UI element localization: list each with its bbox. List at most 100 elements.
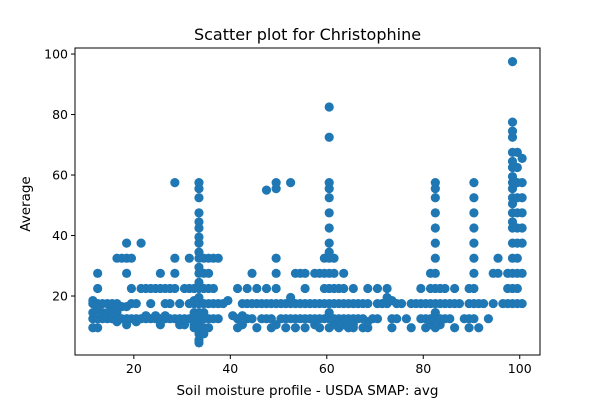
data-point bbox=[469, 178, 479, 188]
data-point bbox=[450, 323, 460, 333]
data-point bbox=[232, 283, 243, 294]
data-point bbox=[194, 193, 204, 203]
data-point bbox=[416, 283, 426, 294]
data-point bbox=[194, 217, 204, 227]
data-point bbox=[175, 298, 185, 309]
data-point bbox=[271, 253, 281, 263]
data-point bbox=[261, 185, 272, 195]
x-axis-label: Soil moisture profile - USDA SMAP: avg bbox=[176, 383, 438, 399]
x-tick-label: 20 bbox=[126, 361, 142, 376]
data-point bbox=[517, 268, 527, 278]
data-point bbox=[252, 323, 262, 333]
data-point bbox=[493, 253, 503, 263]
data-point bbox=[469, 314, 479, 324]
data-point bbox=[401, 314, 411, 324]
data-point bbox=[474, 323, 484, 333]
data-point bbox=[430, 238, 440, 248]
data-point bbox=[339, 283, 349, 294]
data-point bbox=[146, 298, 156, 309]
y-tick-label: 80 bbox=[52, 107, 68, 122]
data-point bbox=[469, 223, 479, 233]
data-point bbox=[122, 238, 132, 248]
x-tick-label: 80 bbox=[415, 361, 431, 376]
data-point bbox=[440, 283, 450, 294]
data-point bbox=[194, 208, 204, 218]
data-point bbox=[271, 268, 281, 278]
data-point bbox=[170, 283, 180, 294]
data-point bbox=[372, 283, 383, 294]
data-point bbox=[469, 268, 479, 278]
data-point bbox=[363, 283, 373, 294]
data-point bbox=[324, 178, 334, 188]
data-point bbox=[464, 323, 474, 333]
data-point bbox=[512, 283, 522, 294]
y-tick-label: 20 bbox=[52, 289, 68, 304]
data-point bbox=[286, 178, 296, 188]
data-point bbox=[126, 253, 137, 263]
data-point bbox=[271, 283, 281, 294]
data-point bbox=[512, 162, 522, 173]
plot-area-frame bbox=[74, 47, 541, 356]
data-point bbox=[483, 314, 493, 324]
data-point bbox=[469, 208, 479, 218]
data-point bbox=[488, 298, 498, 309]
data-point bbox=[450, 283, 460, 294]
data-point bbox=[430, 268, 440, 278]
data-point bbox=[445, 314, 455, 324]
data-point bbox=[324, 132, 334, 142]
chart-title: Scatter plot for Christophine bbox=[194, 25, 421, 44]
data-point bbox=[223, 295, 233, 306]
data-point bbox=[430, 178, 440, 188]
data-point bbox=[517, 238, 527, 248]
data-point bbox=[372, 314, 383, 324]
data-point bbox=[493, 268, 503, 278]
data-point bbox=[478, 298, 489, 309]
data-point bbox=[165, 298, 175, 309]
data-point bbox=[324, 208, 334, 218]
data-point bbox=[204, 323, 214, 333]
data-point bbox=[387, 323, 397, 333]
data-point bbox=[512, 253, 522, 263]
data-point bbox=[271, 178, 281, 188]
data-points bbox=[88, 57, 527, 348]
data-point bbox=[469, 253, 479, 263]
data-point bbox=[430, 193, 440, 203]
data-point bbox=[126, 283, 137, 294]
data-point bbox=[170, 253, 180, 263]
data-point bbox=[155, 268, 165, 278]
data-point bbox=[517, 223, 527, 233]
data-point bbox=[363, 298, 373, 309]
data-point bbox=[170, 178, 180, 188]
data-point bbox=[93, 323, 103, 333]
data-point bbox=[290, 323, 301, 333]
data-point bbox=[507, 57, 518, 67]
x-tick-label: 60 bbox=[319, 361, 335, 376]
data-point bbox=[430, 208, 440, 218]
data-point bbox=[324, 223, 334, 233]
data-point bbox=[208, 283, 219, 294]
data-point bbox=[136, 238, 146, 248]
data-point bbox=[454, 298, 465, 309]
data-point bbox=[517, 193, 527, 203]
y-axis-ticks: 20 40 60 80 100 bbox=[44, 47, 75, 304]
data-point bbox=[300, 323, 310, 333]
data-point bbox=[507, 117, 518, 127]
data-point bbox=[430, 253, 440, 263]
data-point bbox=[469, 283, 479, 294]
data-point bbox=[517, 208, 527, 218]
data-point bbox=[204, 268, 214, 278]
data-point bbox=[517, 153, 527, 163]
data-point bbox=[300, 283, 310, 294]
x-axis-ticks: 20 40 60 80 100 bbox=[126, 355, 532, 376]
data-point bbox=[93, 283, 103, 294]
data-point bbox=[261, 283, 272, 294]
y-tick-label: 100 bbox=[44, 47, 68, 62]
data-point bbox=[252, 283, 262, 294]
data-point bbox=[213, 253, 223, 263]
data-point bbox=[131, 298, 141, 309]
y-tick-label: 60 bbox=[52, 168, 68, 183]
data-point bbox=[517, 178, 527, 188]
data-point bbox=[430, 223, 440, 233]
y-tick-label: 40 bbox=[52, 228, 68, 243]
